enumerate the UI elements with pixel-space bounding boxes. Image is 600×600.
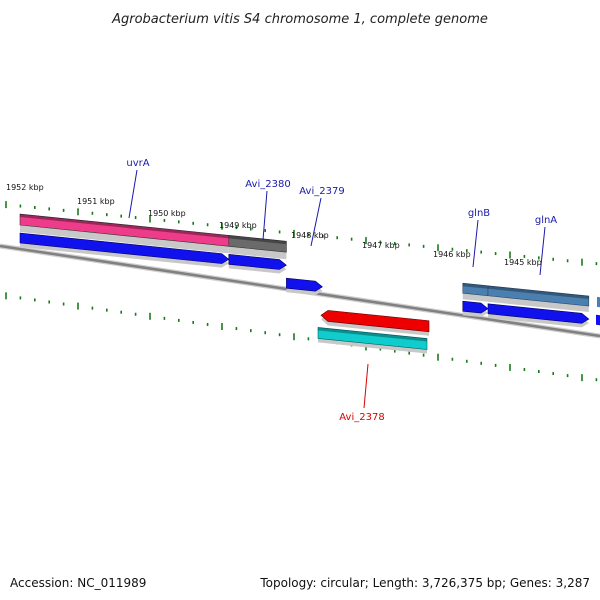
gene-glnb — [462, 282, 489, 318]
gene-bar-top-edge — [488, 285, 589, 300]
gene-partial-right-edge — [596, 296, 600, 326]
tick-label: 1947 kbp — [362, 241, 400, 250]
gene-features — [19, 213, 600, 354]
tick-label: 1951 kbp — [77, 197, 115, 206]
gene-name: uvrA — [126, 158, 149, 169]
cds-arrow — [19, 232, 230, 264]
gene-label-uvra: uvrA — [126, 158, 150, 219]
tick-label: 1952 kbp — [6, 183, 44, 192]
cds-arrow — [286, 277, 323, 292]
leader-line — [128, 169, 138, 219]
leader-line — [363, 363, 369, 409]
cds-bar-top-edge — [318, 327, 427, 342]
tick-label: 1949 kbp — [219, 221, 257, 230]
tick-label: 1950 kbp — [148, 209, 186, 218]
accession-text: Accession: NC_011989 — [10, 576, 147, 590]
gene-bar-top-edge — [462, 283, 488, 289]
gene-avi_2378 — [317, 310, 430, 354]
gene-bar-top-edge — [20, 214, 229, 239]
gene-name: Avi_2378 — [339, 412, 384, 423]
cds-arrow — [462, 300, 489, 314]
tick-label: 1948 kbp — [291, 231, 329, 240]
gene-arrow — [320, 310, 430, 333]
tick-ruler-bottom — [5, 292, 598, 382]
leader-line — [310, 197, 322, 247]
leader-line — [472, 219, 479, 268]
gene-label-glna: glnA — [535, 215, 557, 276]
gene-uvra — [19, 213, 230, 268]
gene-name: Avi_2379 — [299, 186, 344, 197]
cds-arrow — [487, 303, 590, 324]
gene-bar — [228, 235, 287, 253]
cds-arrow — [596, 314, 600, 326]
gene-glna — [487, 285, 590, 328]
genome-stats-text: Topology: circular; Length: 3,726,375 bp… — [260, 576, 590, 590]
tick-label: 1945 kbp — [504, 258, 542, 267]
gene-bar — [487, 285, 590, 307]
tick-label: 1946 kbp — [433, 250, 471, 259]
gene-name: glnA — [535, 215, 557, 226]
gene-label-avi_2379: Avi_2379 — [299, 186, 345, 247]
gene-labels: uvrA Avi_2380 Avi_2379 Avi_2378 glnB glnA — [126, 158, 557, 423]
gene-name: Avi_2380 — [245, 179, 290, 190]
cds-arrow — [228, 254, 287, 270]
map-title: Agrobacterium vitis S4 chromosome 1, com… — [111, 12, 488, 27]
leader-line — [539, 226, 546, 276]
gene-name: glnB — [468, 208, 490, 219]
cds-bar — [317, 327, 428, 350]
gene-label-avi_2380: Avi_2380 — [245, 179, 291, 241]
gene-label-avi_2378: Avi_2378 — [339, 363, 385, 423]
gene-bar — [597, 296, 600, 308]
tick-ruler-top — [5, 201, 598, 266]
leader-line — [262, 190, 268, 241]
gene-label-glnb: glnB — [468, 208, 490, 268]
gene-avi_2380 — [228, 235, 287, 274]
tick-labels: 1952 kbp 1951 kbp 1950 kbp 1949 kbp 1948 kbp… — [6, 183, 542, 267]
gene-bar-top-edge — [228, 235, 287, 245]
gene-avi_2379 — [286, 277, 323, 296]
